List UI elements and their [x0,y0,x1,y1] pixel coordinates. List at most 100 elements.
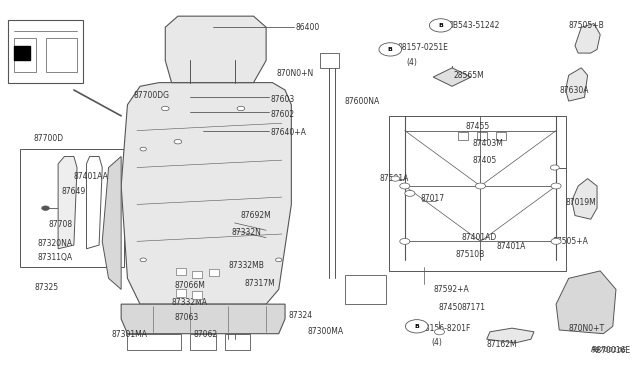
Text: 87062: 87062 [194,330,218,339]
Text: 87603: 87603 [271,95,295,104]
Circle shape [140,147,147,151]
Text: 870N0+N: 870N0+N [276,69,314,78]
Bar [192,291,202,299]
Bar [320,53,339,68]
Circle shape [476,183,486,189]
Text: 87700D: 87700D [34,134,64,142]
Text: 0B543-51242: 0B543-51242 [449,21,500,30]
Text: (4): (4) [431,339,442,347]
Text: 87332N: 87332N [232,228,261,237]
Text: 87324: 87324 [288,311,312,320]
Circle shape [405,190,415,196]
Bar [45,38,77,71]
Polygon shape [121,83,291,304]
Circle shape [435,329,445,335]
Polygon shape [433,68,471,86]
Text: 87450: 87450 [438,303,463,312]
Text: 87063: 87063 [175,312,199,321]
Bar [127,334,181,350]
Text: 87505+A: 87505+A [553,237,589,246]
Text: 28565M: 28565M [454,71,484,80]
Text: 87649: 87649 [61,187,86,196]
Bar [8,20,83,83]
Circle shape [429,19,452,32]
Polygon shape [572,179,597,219]
Text: 87600NA: 87600NA [345,97,380,106]
Text: 87019M: 87019M [566,198,596,207]
Bar [209,269,219,276]
Text: 87692M: 87692M [241,211,271,220]
Bar [458,132,468,140]
Polygon shape [556,271,616,334]
Text: R870016E: R870016E [591,347,627,353]
Text: 87066M: 87066M [175,281,205,290]
Circle shape [174,140,182,144]
Text: 87640+A: 87640+A [271,128,307,137]
Bar [14,38,36,71]
Text: B: B [388,47,393,52]
Text: 87708: 87708 [49,220,73,229]
Bar [20,149,124,267]
Polygon shape [566,68,588,101]
Text: 87300MA: 87300MA [307,327,343,336]
Bar [345,275,386,304]
Text: 87401AA: 87401AA [74,172,109,181]
Text: 87171: 87171 [461,303,486,312]
Bar [176,268,186,275]
Text: 87602: 87602 [271,109,294,119]
Text: 87332MB: 87332MB [228,261,264,270]
Polygon shape [121,304,285,334]
Bar [191,334,216,350]
Circle shape [379,43,402,56]
Text: 87505+B: 87505+B [569,21,604,30]
Polygon shape [58,157,77,249]
Text: R870016E: R870016E [591,346,630,355]
Text: 87301MA: 87301MA [112,330,148,339]
Polygon shape [487,328,534,343]
Text: 87325: 87325 [35,283,59,292]
Bar [389,116,566,271]
Circle shape [237,106,244,111]
Bar [496,132,506,140]
Bar [477,132,487,140]
Text: 87320NA: 87320NA [38,239,73,248]
Text: 87455: 87455 [466,122,490,131]
Text: 08156-8201F: 08156-8201F [420,324,471,333]
Bar [192,271,202,278]
Circle shape [400,183,410,189]
Text: 87401A: 87401A [496,243,525,251]
Circle shape [161,106,169,111]
Circle shape [551,183,561,189]
Text: 87403M: 87403M [473,139,504,148]
Bar [176,289,186,297]
Circle shape [550,165,559,170]
Text: 87162M: 87162M [487,340,517,349]
Text: 87401AD: 87401AD [461,233,497,242]
Bar [14,46,29,61]
Text: 87317M: 87317M [244,279,275,288]
Polygon shape [86,157,102,249]
Text: 87311QA: 87311QA [38,253,73,263]
Text: 86400: 86400 [296,23,320,32]
Text: 08157-0251E: 08157-0251E [397,43,448,52]
Polygon shape [102,157,121,289]
Text: 87405: 87405 [473,155,497,165]
Text: 87017: 87017 [420,195,445,203]
Circle shape [405,320,428,333]
Text: 87332MA: 87332MA [172,298,207,307]
Bar [225,334,250,350]
Polygon shape [575,23,600,53]
Circle shape [551,238,561,244]
Polygon shape [165,16,266,83]
Text: (4): (4) [406,58,417,67]
Text: 87630A: 87630A [559,86,589,94]
Circle shape [400,238,410,244]
Text: 87592+A: 87592+A [433,285,469,294]
Circle shape [391,176,400,181]
Text: 870N0+T: 870N0+T [569,324,605,333]
Circle shape [140,258,147,262]
Text: 87501A: 87501A [380,174,409,183]
Circle shape [276,258,282,262]
Text: B: B [414,324,419,329]
Text: 87510B: 87510B [455,250,484,259]
